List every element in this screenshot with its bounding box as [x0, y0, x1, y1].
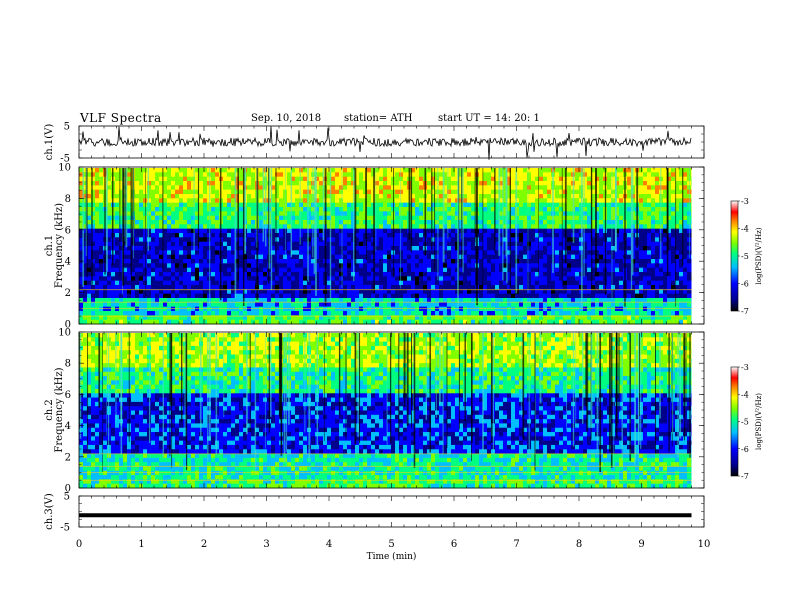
x-tick-label: 6 — [451, 539, 457, 550]
x-tick-label: 3 — [263, 539, 269, 550]
x-tick-label: 8 — [576, 539, 582, 550]
ch2-channel-label: ch.2 — [44, 399, 55, 421]
ch1-y-tick-label: 6 — [65, 225, 71, 236]
ch1-y-axis-label: Frequency (kHz) — [54, 203, 65, 288]
ch2-y-tick-label: 10 — [58, 328, 71, 339]
ch1-colorbar-tick-label: -7 — [741, 307, 749, 316]
ch2-y-tick-label: 6 — [65, 390, 71, 401]
ch1-colorbar-tick-label: -5 — [741, 252, 749, 261]
ch1-y-tick-label: 8 — [65, 194, 71, 205]
x-tick-label: 2 — [201, 539, 207, 550]
ch2-colorbar-tick-label: -7 — [741, 472, 749, 481]
x-tick-label: 5 — [388, 539, 394, 550]
ch1-wave-y-tick-label: -5 — [60, 154, 70, 165]
x-tick-label: 7 — [513, 539, 519, 550]
ch2-y-tick-label: 4 — [65, 421, 71, 432]
ch1-colorbar-tick-label: -4 — [741, 225, 749, 234]
x-axis-label: Time (min) — [367, 551, 417, 562]
ch1-colorbar-tick-label: -3 — [741, 197, 749, 206]
ch2-colorbar-tick-label: -3 — [741, 363, 749, 372]
ch2-y-tick-label: 8 — [65, 359, 71, 370]
ch1-waveform-line — [78, 126, 692, 160]
ch3-wave-y-tick-label: -5 — [60, 523, 70, 534]
ch1-y-tick-label: 0 — [65, 320, 71, 331]
ch1-wave-y-tick-label: 5 — [64, 122, 70, 133]
ch1-spectrogram — [79, 168, 692, 325]
ch2-y-axis-label: Frequency (kHz) — [54, 367, 65, 452]
x-tick-label: 9 — [638, 539, 644, 550]
station-label: station= ATH — [344, 113, 413, 124]
ch1-colorbar-tick-label: -6 — [741, 280, 749, 289]
x-tick-label: 4 — [326, 539, 332, 550]
start-time-label: start UT = 14: 20: 1 — [438, 113, 540, 124]
x-tick-label: 0 — [76, 539, 82, 550]
ch1-y-tick-label: 10 — [58, 163, 71, 174]
ch2-colorbar-tick-label: -6 — [741, 445, 749, 454]
x-tick-label: 10 — [698, 539, 711, 550]
ch3-wave-y-tick-label: 5 — [64, 492, 70, 503]
ch2-colorbar — [730, 366, 739, 477]
ch2-colorbar-label: log(PSD)(V²/Hz) — [755, 393, 763, 450]
ch1-colorbar-label: log(PSD)(V²/Hz) — [755, 227, 763, 284]
ch2-y-tick-label: 2 — [65, 452, 71, 463]
chart-title: VLF Spectra — [80, 111, 162, 125]
ch3-wave-y-axis-label: ch.3(V) — [44, 493, 55, 530]
ch1-y-tick-label: 2 — [65, 288, 71, 299]
ch2-spectrogram — [78, 333, 692, 489]
ch1-channel-label: ch.1 — [44, 235, 55, 257]
ch1-y-tick-label: 4 — [65, 257, 71, 268]
ch2-colorbar-tick-label: -5 — [741, 418, 749, 427]
ch2-colorbar-tick-label: -4 — [741, 390, 749, 399]
ch2-y-tick-label: 0 — [65, 484, 71, 495]
x-tick-label: 1 — [138, 539, 144, 550]
ch1-colorbar — [730, 200, 739, 312]
ch1-wave-y-axis-label: ch.1(V) — [44, 124, 55, 161]
date-label: Sep. 10, 2018 — [251, 113, 322, 124]
